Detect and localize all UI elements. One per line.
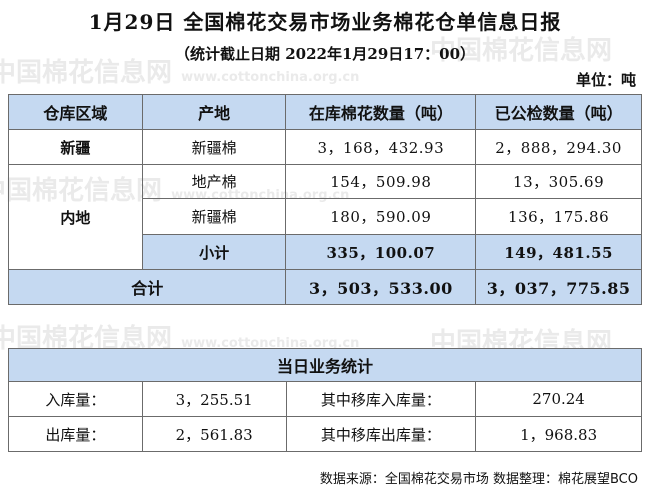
origin-cell: 地产棉: [141, 164, 287, 199]
data-source-footer: 数据来源：全国棉花交易市场 数据整理：棉花展望BCO: [319, 472, 638, 487]
inspected-cell: 136，175.86: [475, 198, 642, 235]
header-stock: 在库棉花数量（吨）: [285, 94, 477, 130]
table-header-row: 仓库区域 产地 在库棉花数量（吨） 已公检数量（吨）: [8, 94, 642, 130]
stock-cell: 3，168，432.93: [285, 129, 477, 165]
daily-header-row: 当日业务统计: [8, 348, 642, 382]
origin-cell: 新疆棉: [141, 129, 287, 165]
stat-value: 1，968.83: [475, 416, 642, 452]
stat-value: 3，255.51: [141, 381, 287, 417]
table-row: 出库量： 2，561.83 其中移库出库量： 1，968.83: [8, 416, 642, 452]
total-stock: 3，503，533.00: [285, 269, 477, 305]
stat-value: 2，561.83: [141, 416, 287, 452]
table-row: 内地 地产棉 154，509.98 13，305.69: [8, 164, 642, 270]
stat-value: 270.24: [475, 381, 642, 417]
stat-label: 出库量：: [8, 416, 143, 452]
table-row: 新疆棉 180，590.09 136，175.86: [9, 198, 642, 235]
warehouse-table: 仓库区域 产地 在库棉花数量（吨） 已公检数量（吨） 新疆 新疆棉 3，168，…: [7, 94, 642, 305]
stock-cell: 154，509.98: [285, 164, 477, 199]
table-row: 新疆 新疆棉 3，168，432.93 2，888，294.30: [8, 129, 642, 165]
header-origin: 产地: [141, 94, 287, 130]
table-row: 入库量： 3，255.51 其中移库入库量： 270.24: [8, 381, 642, 417]
header-inspected: 已公检数量（吨）: [475, 94, 642, 130]
region-inland: 内地: [8, 164, 143, 270]
inspected-cell: 2，888，294.30: [475, 129, 642, 165]
stat-label: 其中移库出库量：: [285, 416, 477, 452]
stat-label: 入库量：: [8, 381, 143, 417]
origin-cell: 新疆棉: [141, 198, 287, 235]
daily-stats-table: 当日业务统计 入库量： 3，255.51 其中移库入库量： 270.24 出库量…: [8, 348, 642, 452]
region-xinjiang: 新疆: [8, 129, 143, 165]
subtotal-inspected: 149，481.55: [475, 234, 642, 270]
unit-label: 单位：吨: [575, 71, 636, 89]
header-region: 仓库区域: [8, 94, 143, 130]
page-title: 1月29日 全国棉花交易市场业务棉花仓单信息日报: [88, 10, 562, 34]
daily-header: 当日业务统计: [8, 348, 642, 382]
page-subtitle: （统计截止日期 2022年1月29日17：00）: [174, 45, 476, 63]
total-inspected: 3，037，775.85: [475, 269, 642, 305]
stock-cell: 180，590.09: [285, 198, 477, 235]
total-label: 合计: [7, 269, 287, 305]
stat-label: 其中移库入库量：: [285, 381, 477, 417]
total-row: 合计 3，503，533.00 3，037，775.85: [7, 269, 642, 305]
subtotal-label: 小计: [141, 234, 287, 270]
subtotal-stock: 335，100.07: [285, 234, 477, 270]
inspected-cell: 13，305.69: [475, 164, 642, 199]
